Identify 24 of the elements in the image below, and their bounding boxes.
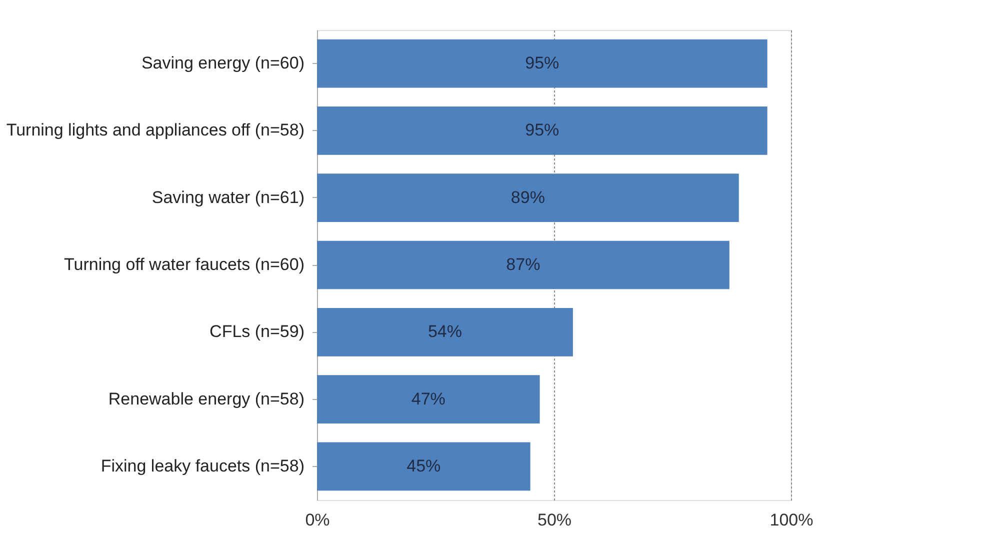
y-tick-label: Fixing leaky faucets (n=58) bbox=[100, 456, 304, 476]
data-label: 45% bbox=[406, 456, 441, 476]
bar bbox=[317, 106, 768, 155]
bar bbox=[317, 240, 730, 290]
y-tick-label: Turning off water faucets (n=60) bbox=[64, 255, 304, 274]
data-label: 54% bbox=[428, 322, 462, 342]
y-tick-label: Saving water (n=61) bbox=[152, 188, 304, 207]
x-tick-label: 100% bbox=[770, 510, 814, 530]
y-tick-label: Saving energy (n=60) bbox=[141, 54, 304, 73]
bar bbox=[317, 442, 530, 491]
y-tick-label: Turning lights and appliances off (n=58) bbox=[6, 120, 304, 140]
data-label: 47% bbox=[411, 389, 446, 408]
y-tick-label: CFLs (n=59) bbox=[210, 322, 304, 342]
x-tick-label: 50% bbox=[537, 510, 572, 530]
bar bbox=[317, 308, 573, 356]
data-label: 95% bbox=[525, 120, 560, 140]
data-label: 95% bbox=[525, 54, 560, 73]
data-label: 89% bbox=[510, 188, 545, 207]
data-label: 87% bbox=[506, 255, 540, 274]
bar bbox=[317, 39, 768, 88]
bar bbox=[317, 174, 739, 222]
y-tick-label: Renewable energy (n=58) bbox=[108, 389, 304, 408]
bar bbox=[317, 375, 540, 424]
x-tick-label: 0% bbox=[305, 510, 330, 530]
